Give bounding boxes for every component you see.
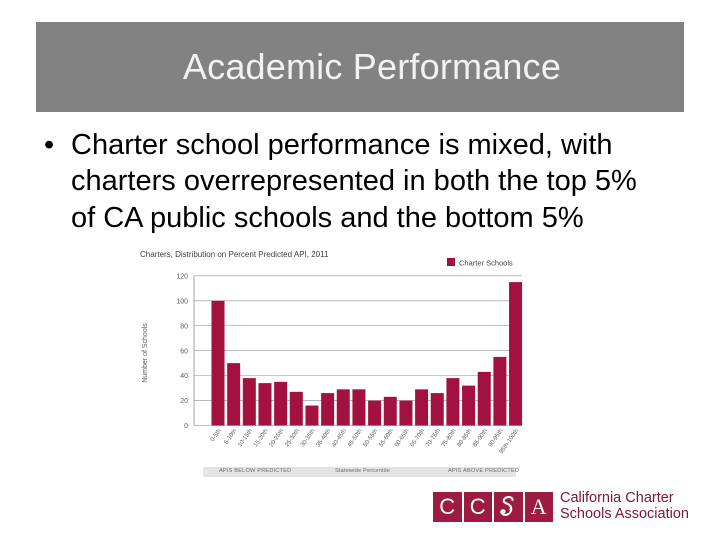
svg-text:70-75th: 70-75th: [425, 428, 442, 448]
svg-text:30-35th: 30-35th: [300, 428, 317, 448]
svg-text:75-80th: 75-80th: [441, 428, 458, 448]
svg-text:Number of Schools: Number of Schools: [142, 323, 149, 383]
svg-text:90-95th: 90-95th: [488, 428, 505, 448]
svg-text:40: 40: [180, 373, 188, 380]
svg-text:85-90th: 85-90th: [472, 428, 489, 448]
svg-text:45-50th: 45-50th: [347, 428, 364, 448]
svg-text:100: 100: [176, 298, 188, 305]
svg-text:80: 80: [180, 323, 188, 330]
svg-text:Charters, Distribution on Perc: Charters, Distribution on Percent Predic…: [140, 250, 329, 259]
svg-text:65-70th: 65-70th: [410, 428, 427, 448]
svg-text:25-30th: 25-30th: [284, 428, 301, 448]
svg-text:5-10th: 5-10th: [224, 428, 239, 445]
svg-text:Charter Schools: Charter Schools: [459, 259, 513, 268]
svg-text:60: 60: [180, 348, 188, 355]
svg-text:50-55th: 50-55th: [363, 428, 380, 448]
svg-text:55-60th: 55-60th: [378, 428, 395, 448]
svg-text:10-15th: 10-15th: [237, 428, 254, 448]
svg-text:0: 0: [184, 423, 188, 430]
svg-text:80-85th: 80-85th: [457, 428, 474, 448]
svg-text:20-25th: 20-25th: [269, 428, 286, 448]
svg-text:40-45th: 40-45th: [331, 428, 348, 448]
svg-text:20: 20: [180, 398, 188, 405]
svg-text:120: 120: [176, 273, 188, 280]
svg-text:15-20th: 15-20th: [253, 428, 270, 448]
svg-text:35-40th: 35-40th: [316, 428, 333, 448]
svg-text:0-5th: 0-5th: [210, 428, 223, 443]
svg-text:60-65th: 60-65th: [394, 428, 411, 448]
